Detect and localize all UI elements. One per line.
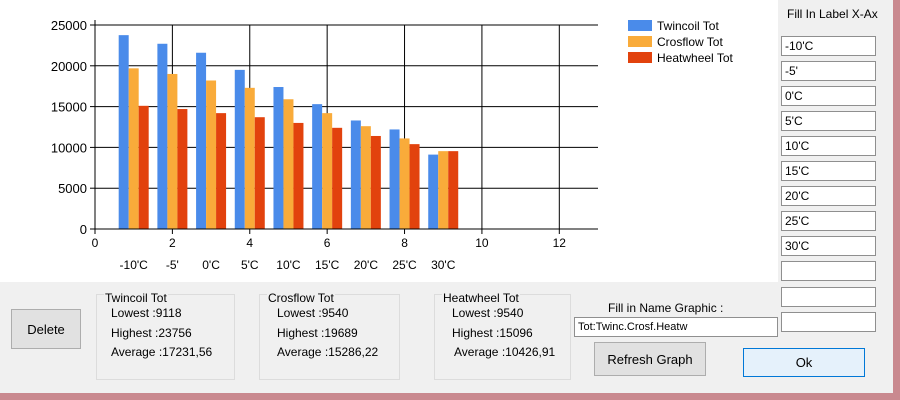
bar <box>350 120 361 229</box>
stat-lowest: Lowest :9118 <box>111 306 182 320</box>
x-tick-label: 12 <box>553 236 567 250</box>
category-label: 20'C <box>354 258 379 272</box>
x-label-panel: Fill In Label X-Ax <box>778 0 893 393</box>
name-graphic-label: Fill in Name Graphic : <box>608 301 724 315</box>
bar <box>399 138 410 229</box>
bar <box>283 99 294 229</box>
bar <box>409 144 420 229</box>
stats-group-twincoil: Twincoil Tot Lowest :9118 Highest :23756… <box>96 291 235 380</box>
bar <box>370 135 381 229</box>
delete-button[interactable]: Delete <box>11 309 81 349</box>
stats-title: Twincoil Tot <box>104 291 168 305</box>
x-tick-label: 0 <box>92 236 99 250</box>
legend-swatch <box>628 20 652 31</box>
x-tick-label: 6 <box>324 236 331 250</box>
name-graphic-input[interactable] <box>574 317 778 337</box>
y-tick-label: 15000 <box>51 100 87 115</box>
category-label: 25'C <box>392 258 417 272</box>
refresh-graph-button[interactable]: Refresh Graph <box>594 342 706 376</box>
stats-group-crosflow: Crosflow Tot Lowest :9540 Highest :19689… <box>259 291 400 380</box>
chart-area: 0 5000 10000 15000 20000 25000 0 2 4 6 8 10 12 -10'C -… <box>0 0 778 282</box>
y-tick-label: 20000 <box>51 59 87 74</box>
x-tick-label: 10 <box>475 236 489 250</box>
x-label-input-3[interactable] <box>781 86 876 106</box>
bar <box>312 104 323 229</box>
stat-average: Average :17231,56 <box>111 345 213 359</box>
bar <box>138 105 149 229</box>
stat-highest: Highest :19689 <box>277 326 358 340</box>
bar <box>273 87 284 230</box>
bar <box>428 154 439 229</box>
x-label-input-4[interactable] <box>781 111 876 131</box>
bar <box>118 35 129 230</box>
bar <box>206 80 217 229</box>
bar <box>177 109 188 229</box>
category-label: -10'C <box>120 258 149 272</box>
y-tick-label: 10000 <box>51 140 87 155</box>
category-label: 15'C <box>315 258 340 272</box>
bar <box>448 151 459 229</box>
bar-chart: 0 5000 10000 15000 20000 25000 0 2 4 6 8 10 12 -10'C -… <box>51 18 734 272</box>
x-label-input-9[interactable] <box>781 236 876 256</box>
x-label-input-8[interactable] <box>781 211 876 231</box>
legend-label: Heatwheel Tot <box>657 51 733 65</box>
stats-group-heatwheel: Heatwheel Tot Lowest :9540 Highest :1509… <box>434 291 571 380</box>
bar <box>196 52 207 229</box>
bar <box>254 117 265 229</box>
stat-lowest: Lowest :9540 <box>452 306 524 320</box>
legend-label: Crosflow Tot <box>657 35 723 49</box>
stat-highest: Highest :15096 <box>452 326 533 340</box>
bar <box>389 129 400 229</box>
category-label: 0'C <box>202 258 220 272</box>
legend-swatch <box>628 36 652 47</box>
bar <box>157 43 168 229</box>
x-label-input-11[interactable] <box>781 287 876 307</box>
x-label-input-1[interactable] <box>781 36 876 56</box>
y-tick-label: 25000 <box>51 18 87 33</box>
stat-average: Average :10426,91 <box>454 345 556 359</box>
legend-swatch <box>628 52 652 63</box>
bar <box>216 113 227 229</box>
bar <box>128 68 139 229</box>
legend-label: Twincoil Tot <box>657 19 719 33</box>
category-label: 5'C <box>241 258 259 272</box>
bar <box>438 151 449 229</box>
bar <box>322 113 333 229</box>
y-tick-label: 5000 <box>58 181 87 196</box>
x-tick-label: 4 <box>246 236 253 250</box>
x-label-input-12[interactable] <box>781 312 876 332</box>
main-window: 0 5000 10000 15000 20000 25000 0 2 4 6 8 10 12 -10'C -… <box>0 0 893 393</box>
stat-lowest: Lowest :9540 <box>277 306 349 320</box>
bar <box>293 122 304 229</box>
bar <box>332 127 343 229</box>
stats-title: Heatwheel Tot <box>442 291 520 305</box>
y-tick-label: 0 <box>80 222 87 237</box>
x-label-input-6[interactable] <box>781 161 876 181</box>
stats-title: Crosflow Tot <box>267 291 335 305</box>
category-label: 10'C <box>276 258 301 272</box>
category-label: 30'C <box>431 258 456 272</box>
ok-button[interactable]: Ok <box>743 348 865 377</box>
x-label-input-2[interactable] <box>781 61 876 81</box>
category-label: -5' <box>166 258 179 272</box>
bar <box>360 126 371 229</box>
bar <box>167 73 178 230</box>
x-label-input-10[interactable] <box>781 261 876 281</box>
x-tick-label: 8 <box>401 236 408 250</box>
stat-average: Average :15286,22 <box>277 345 379 359</box>
bar <box>244 87 255 229</box>
bar <box>234 69 245 229</box>
x-label-input-7[interactable] <box>781 186 876 206</box>
x-label-input-5[interactable] <box>781 136 876 156</box>
stat-highest: Highest :23756 <box>111 326 192 340</box>
x-tick-label: 2 <box>169 236 176 250</box>
x-label-panel-title: Fill In Label X-Ax <box>787 7 878 21</box>
